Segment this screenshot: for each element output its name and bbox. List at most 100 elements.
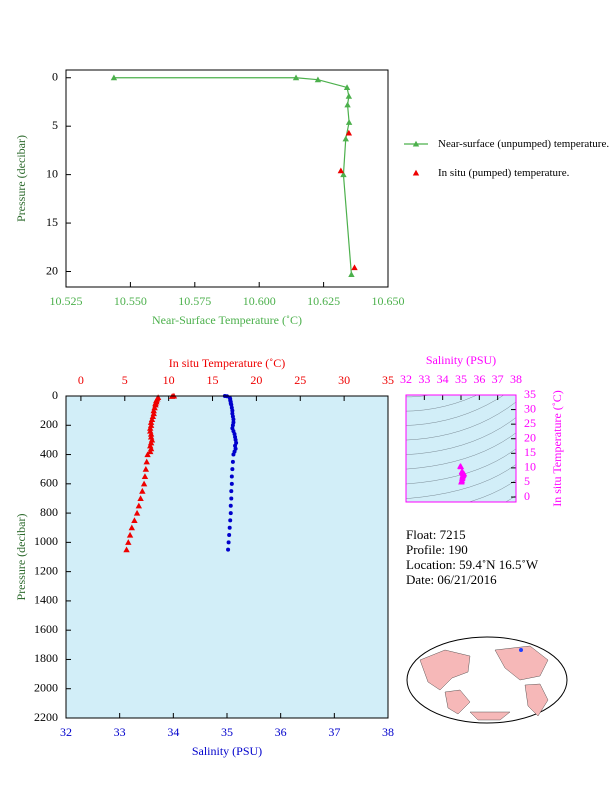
data-point xyxy=(230,467,235,472)
info-line: Float: 7215 xyxy=(406,527,466,542)
data-point xyxy=(345,129,353,136)
info-line: Profile: 190 xyxy=(406,542,468,557)
x-tick-label: 10.525 xyxy=(50,294,83,308)
data-point xyxy=(314,76,322,83)
x2-tick-label: 0 xyxy=(78,373,84,387)
data-point xyxy=(226,540,231,545)
y-tick-label: 0 xyxy=(52,70,58,84)
info-line: Location: 59.4˚N 16.5˚W xyxy=(406,557,539,572)
data-point xyxy=(457,463,465,470)
data-point xyxy=(340,171,347,178)
x-tick-label: 35 xyxy=(455,372,467,386)
data-point xyxy=(337,167,345,174)
x-tick-label: 10.625 xyxy=(307,294,340,308)
x-axis-title: Near-Surface Temperature (˚C) xyxy=(152,313,302,327)
y-tick-label: 10 xyxy=(524,460,536,474)
data-point xyxy=(147,419,155,425)
legend-entry: Near-surface (unpumped) temperature. xyxy=(438,138,610,150)
data-point xyxy=(343,84,351,90)
y-axis-title: Pressure (decibar) xyxy=(14,135,28,222)
data-point xyxy=(123,546,130,553)
x-tick-label: 10.575 xyxy=(178,294,211,308)
data-point xyxy=(229,496,234,501)
data-point xyxy=(458,478,465,485)
y-tick-label: 25 xyxy=(524,416,536,430)
legend-entry: In situ (pumped) temperature. xyxy=(438,167,570,179)
data-point xyxy=(150,407,157,414)
data-point xyxy=(342,135,349,142)
x2-tick-label: 15 xyxy=(207,373,219,387)
data-point xyxy=(147,430,155,437)
info-line: Date: 06/21/2016 xyxy=(406,572,497,587)
data-point xyxy=(231,417,236,422)
y-tick-label: 600 xyxy=(40,476,58,490)
data-point xyxy=(141,473,149,480)
x2-tick-label: 25 xyxy=(294,373,306,387)
x-tick-label: 10.550 xyxy=(114,294,147,308)
y-tick-label: 2200 xyxy=(34,710,58,724)
y-tick-label: 1800 xyxy=(34,651,58,665)
ts-background xyxy=(406,395,516,502)
data-point xyxy=(133,509,141,516)
data-point xyxy=(147,448,154,455)
x2-tick-label: 20 xyxy=(250,373,262,387)
y-axis-title: In situ Temperature (˚C) xyxy=(550,390,564,507)
data-point xyxy=(230,408,235,413)
x-tick-label: 10.650 xyxy=(372,294,405,308)
data-point xyxy=(139,487,146,494)
y-tick-label: 2000 xyxy=(34,680,58,694)
x-tick-label: 33 xyxy=(114,725,126,739)
plot-background xyxy=(66,396,388,718)
x-tick-label: 36 xyxy=(473,372,485,386)
y-tick-label: 800 xyxy=(40,505,58,519)
x-tick-label: 38 xyxy=(510,372,522,386)
y-tick-label: 200 xyxy=(40,417,58,431)
data-point xyxy=(131,517,138,523)
x-axis-title: Salinity (PSU) xyxy=(426,353,496,367)
y-axis-title: Pressure (decibar) xyxy=(14,514,28,601)
data-point xyxy=(230,459,235,464)
data-point xyxy=(229,481,234,486)
y-tick-label: 5 xyxy=(52,118,58,132)
data-point xyxy=(227,533,232,538)
x-tick-label: 32 xyxy=(60,725,72,739)
data-point xyxy=(135,502,143,509)
data-point xyxy=(125,539,132,545)
x2-tick-label: 30 xyxy=(338,373,350,387)
data-point xyxy=(231,452,236,457)
y-tick-label: 1200 xyxy=(34,563,58,577)
data-point xyxy=(348,271,355,277)
data-point xyxy=(126,531,134,538)
x-tick-label: 33 xyxy=(418,372,430,386)
data-point xyxy=(142,465,150,472)
x-tick-label: 35 xyxy=(221,725,233,739)
legend-marker xyxy=(412,169,420,176)
x-tick-label: 10.600 xyxy=(243,294,276,308)
x-tick-label: 34 xyxy=(167,725,179,739)
y-tick-label: 5 xyxy=(524,474,530,488)
data-point xyxy=(345,119,353,125)
x2-axis-title: In situ Temperature (˚C) xyxy=(169,356,286,370)
y-tick-label: 30 xyxy=(524,401,536,415)
x-axis-title: Salinity (PSU) xyxy=(192,744,262,758)
plot-frame xyxy=(405,394,517,503)
data-point xyxy=(229,474,234,479)
y-tick-label: 400 xyxy=(40,446,58,460)
legend-marker xyxy=(412,140,420,147)
data-point xyxy=(351,264,358,271)
x-tick-label: 37 xyxy=(328,725,340,739)
data-point xyxy=(344,101,351,108)
y-tick-label: 20 xyxy=(46,263,58,277)
data-line xyxy=(113,77,353,275)
data-point xyxy=(228,511,233,516)
y-tick-label: 35 xyxy=(524,387,536,401)
world-map xyxy=(406,636,568,724)
x-tick-label: 36 xyxy=(275,725,287,739)
data-point xyxy=(227,525,232,530)
y-tick-label: 0 xyxy=(524,489,530,503)
x-tick-label: 37 xyxy=(492,372,504,386)
data-point xyxy=(292,74,300,81)
data-point xyxy=(228,503,233,508)
data-point xyxy=(228,518,233,523)
